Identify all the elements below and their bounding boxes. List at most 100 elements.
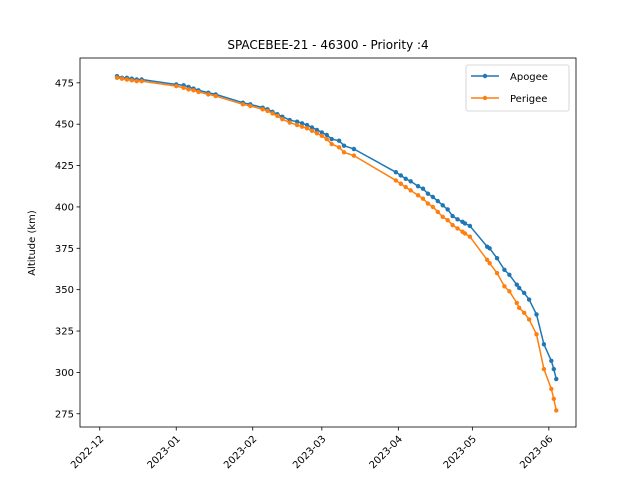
data-point bbox=[554, 408, 559, 413]
data-point bbox=[541, 366, 547, 372]
data-point bbox=[517, 285, 522, 291]
data-point bbox=[445, 217, 450, 223]
data-point bbox=[425, 201, 431, 206]
series-perigee bbox=[114, 75, 559, 413]
data-point bbox=[336, 138, 342, 143]
data-point bbox=[240, 102, 246, 107]
data-point bbox=[507, 272, 512, 277]
data-point bbox=[304, 126, 310, 131]
data-point bbox=[487, 260, 492, 266]
data-point bbox=[450, 222, 455, 228]
data-point bbox=[403, 176, 408, 181]
data-point bbox=[435, 198, 441, 204]
data-point bbox=[415, 184, 421, 189]
data-point bbox=[324, 132, 329, 138]
data-point bbox=[403, 184, 408, 190]
data-point bbox=[275, 113, 280, 119]
data-point bbox=[467, 234, 473, 239]
data-point bbox=[196, 89, 201, 95]
y-tick-label: 275 bbox=[55, 409, 74, 420]
data-point bbox=[319, 130, 325, 135]
data-point bbox=[425, 191, 431, 196]
data-point bbox=[534, 312, 539, 317]
data-point bbox=[270, 111, 275, 116]
data-point bbox=[462, 221, 468, 226]
data-point bbox=[351, 146, 357, 152]
legend-swatch-marker bbox=[482, 73, 488, 79]
data-point bbox=[494, 270, 500, 276]
data-point bbox=[435, 209, 441, 215]
data-point bbox=[287, 120, 292, 125]
data-point bbox=[206, 92, 211, 97]
data-point bbox=[248, 103, 253, 109]
data-point bbox=[294, 119, 300, 124]
data-point bbox=[336, 145, 342, 150]
data-point bbox=[393, 178, 399, 183]
plot-frame bbox=[79, 57, 577, 428]
data-point bbox=[526, 317, 532, 322]
y-tick-label: 375 bbox=[55, 244, 74, 255]
data-point bbox=[294, 122, 300, 128]
data-point bbox=[430, 194, 436, 200]
chart-title: SPACEBEE-21 - 46300 - Priority :4 bbox=[227, 38, 428, 52]
data-point bbox=[304, 122, 310, 128]
y-tick-label: 425 bbox=[55, 161, 74, 172]
data-point bbox=[398, 181, 403, 186]
data-point bbox=[521, 290, 527, 296]
y-tick-label: 450 bbox=[55, 120, 74, 131]
data-point bbox=[554, 376, 559, 382]
series-layer bbox=[114, 74, 559, 413]
data-point bbox=[455, 226, 460, 231]
data-point bbox=[507, 289, 512, 294]
data-point bbox=[329, 136, 334, 142]
data-point bbox=[541, 342, 547, 347]
data-point bbox=[393, 169, 399, 175]
data-point bbox=[517, 305, 522, 311]
data-point bbox=[467, 223, 473, 229]
data-point bbox=[181, 85, 186, 90]
data-point bbox=[174, 83, 179, 89]
data-point bbox=[514, 282, 519, 287]
data-point bbox=[324, 136, 329, 142]
data-point bbox=[124, 77, 130, 82]
data-point bbox=[440, 203, 445, 208]
data-point bbox=[445, 207, 450, 212]
data-point bbox=[341, 143, 347, 148]
y-tick-label: 475 bbox=[55, 78, 74, 89]
y-tick-label: 400 bbox=[55, 202, 74, 213]
data-point bbox=[440, 214, 445, 220]
data-point bbox=[299, 124, 305, 129]
legend-label: Perigee bbox=[510, 94, 547, 105]
data-point bbox=[186, 87, 191, 92]
data-point bbox=[309, 125, 315, 130]
data-point bbox=[502, 284, 507, 289]
legend-label: Apogee bbox=[510, 72, 548, 83]
data-point bbox=[114, 75, 120, 81]
data-point bbox=[213, 93, 218, 99]
y-tick-label: 350 bbox=[55, 285, 74, 296]
data-point bbox=[139, 78, 144, 84]
data-point bbox=[408, 188, 413, 193]
data-point bbox=[502, 267, 507, 272]
data-point bbox=[408, 179, 413, 184]
data-point bbox=[450, 213, 455, 219]
data-point bbox=[351, 153, 357, 158]
data-point bbox=[319, 133, 325, 138]
data-point bbox=[455, 217, 460, 222]
data-point bbox=[191, 88, 196, 93]
legend: Apogee Perigee bbox=[465, 64, 570, 112]
data-point bbox=[398, 173, 403, 178]
data-point bbox=[314, 127, 320, 133]
data-point bbox=[314, 131, 320, 136]
data-point bbox=[415, 193, 421, 198]
data-point bbox=[551, 396, 556, 402]
data-point bbox=[549, 386, 554, 392]
data-point bbox=[551, 366, 556, 372]
data-point bbox=[420, 186, 426, 191]
legend-swatch-marker bbox=[482, 95, 488, 101]
data-point bbox=[134, 78, 139, 84]
data-point bbox=[462, 231, 468, 236]
data-point bbox=[494, 256, 500, 261]
data-point bbox=[430, 204, 436, 210]
data-point bbox=[299, 121, 305, 126]
